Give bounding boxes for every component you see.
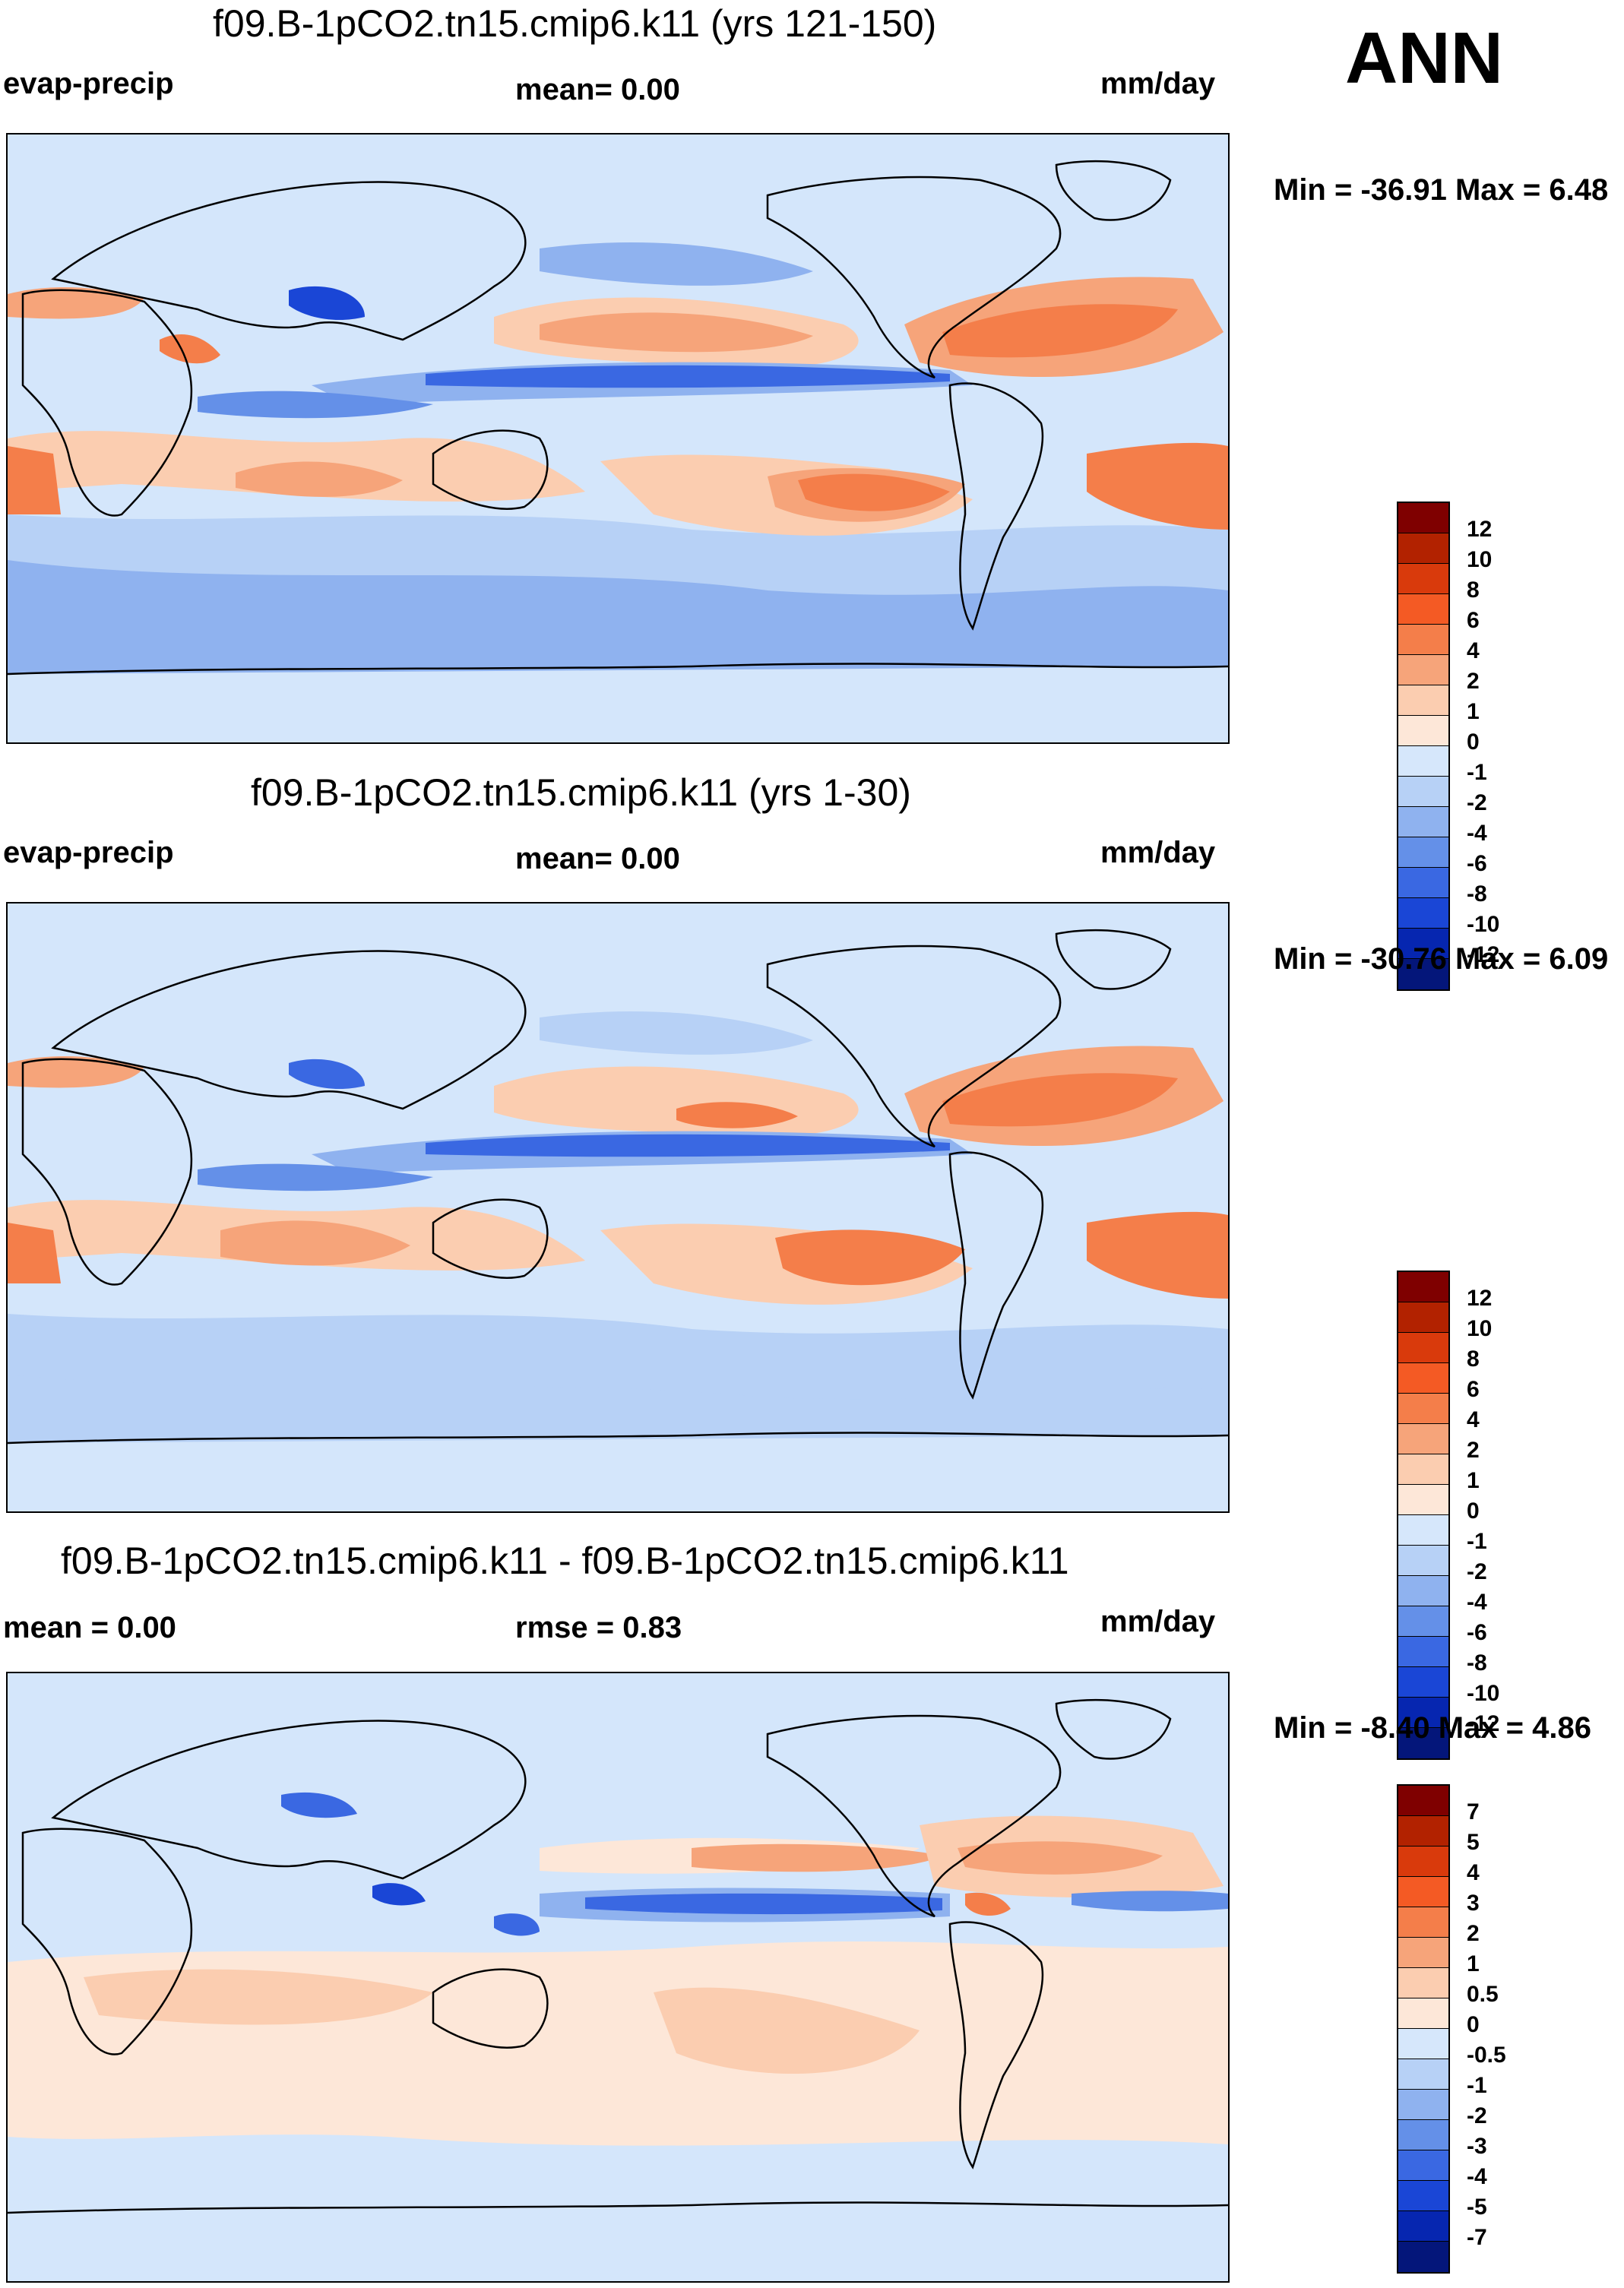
panel-2-units-label: mm/day (1100, 836, 1216, 869)
panel-3-colorbar (1397, 1784, 1450, 2274)
colorbar-tick: -1 (1467, 1529, 1487, 1554)
colorbar-tick: 12 (1467, 1286, 1493, 1311)
colorbar-tick: -7 (1467, 2225, 1487, 2250)
panel-2-title: f09.B-1pCO2.tn15.cmip6.k11 (yrs 1-30) (251, 771, 911, 814)
panel-3-mean-label: mean = 0.00 (3, 1611, 176, 1644)
colorbar-tick: 6 (1467, 608, 1480, 633)
colorbar-tick: 1 (1467, 699, 1480, 724)
colorbar-tick: -12 (1467, 942, 1500, 967)
colorbar-tick: 0 (1467, 1498, 1480, 1524)
panel-1-mean-label: mean= 0.00 (515, 73, 680, 106)
panel-1-minmax-label: Min = -36.91 Max = 6.48 (1274, 173, 1609, 207)
colorbar-tick: 12 (1467, 517, 1493, 542)
colorbar-tick: 10 (1467, 1316, 1493, 1341)
colorbar-tick: -2 (1467, 790, 1487, 815)
panel-3-minmax-label: Min = -8.40 Max = 4.86 (1274, 1711, 1591, 1745)
colorbar-tick: -8 (1467, 1650, 1487, 1676)
colorbar-tick: -10 (1467, 1681, 1500, 1706)
colorbar-tick: 2 (1467, 1438, 1480, 1463)
panel-1-title: f09.B-1pCO2.tn15.cmip6.k11 (yrs 121-150) (213, 2, 937, 45)
colorbar-tick: 5 (1467, 1830, 1480, 1855)
colorbar-tick: -2 (1467, 2103, 1487, 2128)
colorbar-tick: 4 (1467, 638, 1480, 663)
season-label: ANN (1345, 17, 1503, 99)
colorbar-tick: 4 (1467, 1407, 1480, 1432)
colorbar-tick: 3 (1467, 1891, 1480, 1916)
colorbar-tick: 2 (1467, 669, 1480, 694)
colorbar-tick: 0 (1467, 729, 1480, 755)
panel-1-units-label: mm/day (1100, 67, 1216, 100)
colorbar-tick: -5 (1467, 2195, 1487, 2220)
colorbar-tick: -6 (1467, 1620, 1487, 1645)
colorbar-tick: 10 (1467, 547, 1493, 572)
panel-1-variable-label: evap-precip (3, 67, 174, 100)
panel-2-variable-label: evap-precip (3, 836, 174, 869)
colorbar-tick: 8 (1467, 1347, 1480, 1372)
colorbar-tick: -4 (1467, 1590, 1487, 1615)
colorbar-tick: 0 (1467, 2012, 1480, 2037)
colorbar-tick: 1 (1467, 1951, 1480, 1976)
colorbar-tick: 0.5 (1467, 1982, 1499, 2007)
panel-3-map (6, 1672, 1230, 2283)
colorbar-tick: -0.5 (1467, 2043, 1506, 2068)
panel-1-colorbar (1397, 502, 1450, 991)
colorbar-tick: -3 (1467, 2134, 1487, 2159)
panel-2-minmax-label: Min = -30.76 Max = 6.09 (1274, 942, 1609, 976)
colorbar-tick: 2 (1467, 1921, 1480, 1946)
colorbar-tick: 1 (1467, 1468, 1480, 1493)
colorbar-tick: -12 (1467, 1711, 1500, 1736)
colorbar-tick: -1 (1467, 2073, 1487, 2098)
colorbar-tick: 7 (1467, 1799, 1480, 1824)
colorbar-tick: -1 (1467, 760, 1487, 785)
panel-2-mean-label: mean= 0.00 (515, 842, 680, 875)
colorbar-tick: -10 (1467, 912, 1500, 937)
colorbar-tick: -6 (1467, 851, 1487, 876)
colorbar-tick: -2 (1467, 1559, 1487, 1584)
colorbar-tick: 4 (1467, 1860, 1480, 1885)
colorbar-tick: -4 (1467, 2164, 1487, 2189)
colorbar-tick: -4 (1467, 821, 1487, 846)
colorbar-tick: -8 (1467, 881, 1487, 907)
panel-1-map (6, 133, 1230, 744)
panel-2-map (6, 902, 1230, 1513)
colorbar-tick: 6 (1467, 1377, 1480, 1402)
colorbar-tick: 8 (1467, 578, 1480, 603)
panel-3-units-label: mm/day (1100, 1605, 1216, 1638)
panel-3-title: f09.B-1pCO2.tn15.cmip6.k11 - f09.B-1pCO2… (61, 1540, 1069, 1582)
panel-3-rmse-label: rmse = 0.83 (515, 1611, 682, 1644)
panel-2-colorbar (1397, 1271, 1450, 1760)
